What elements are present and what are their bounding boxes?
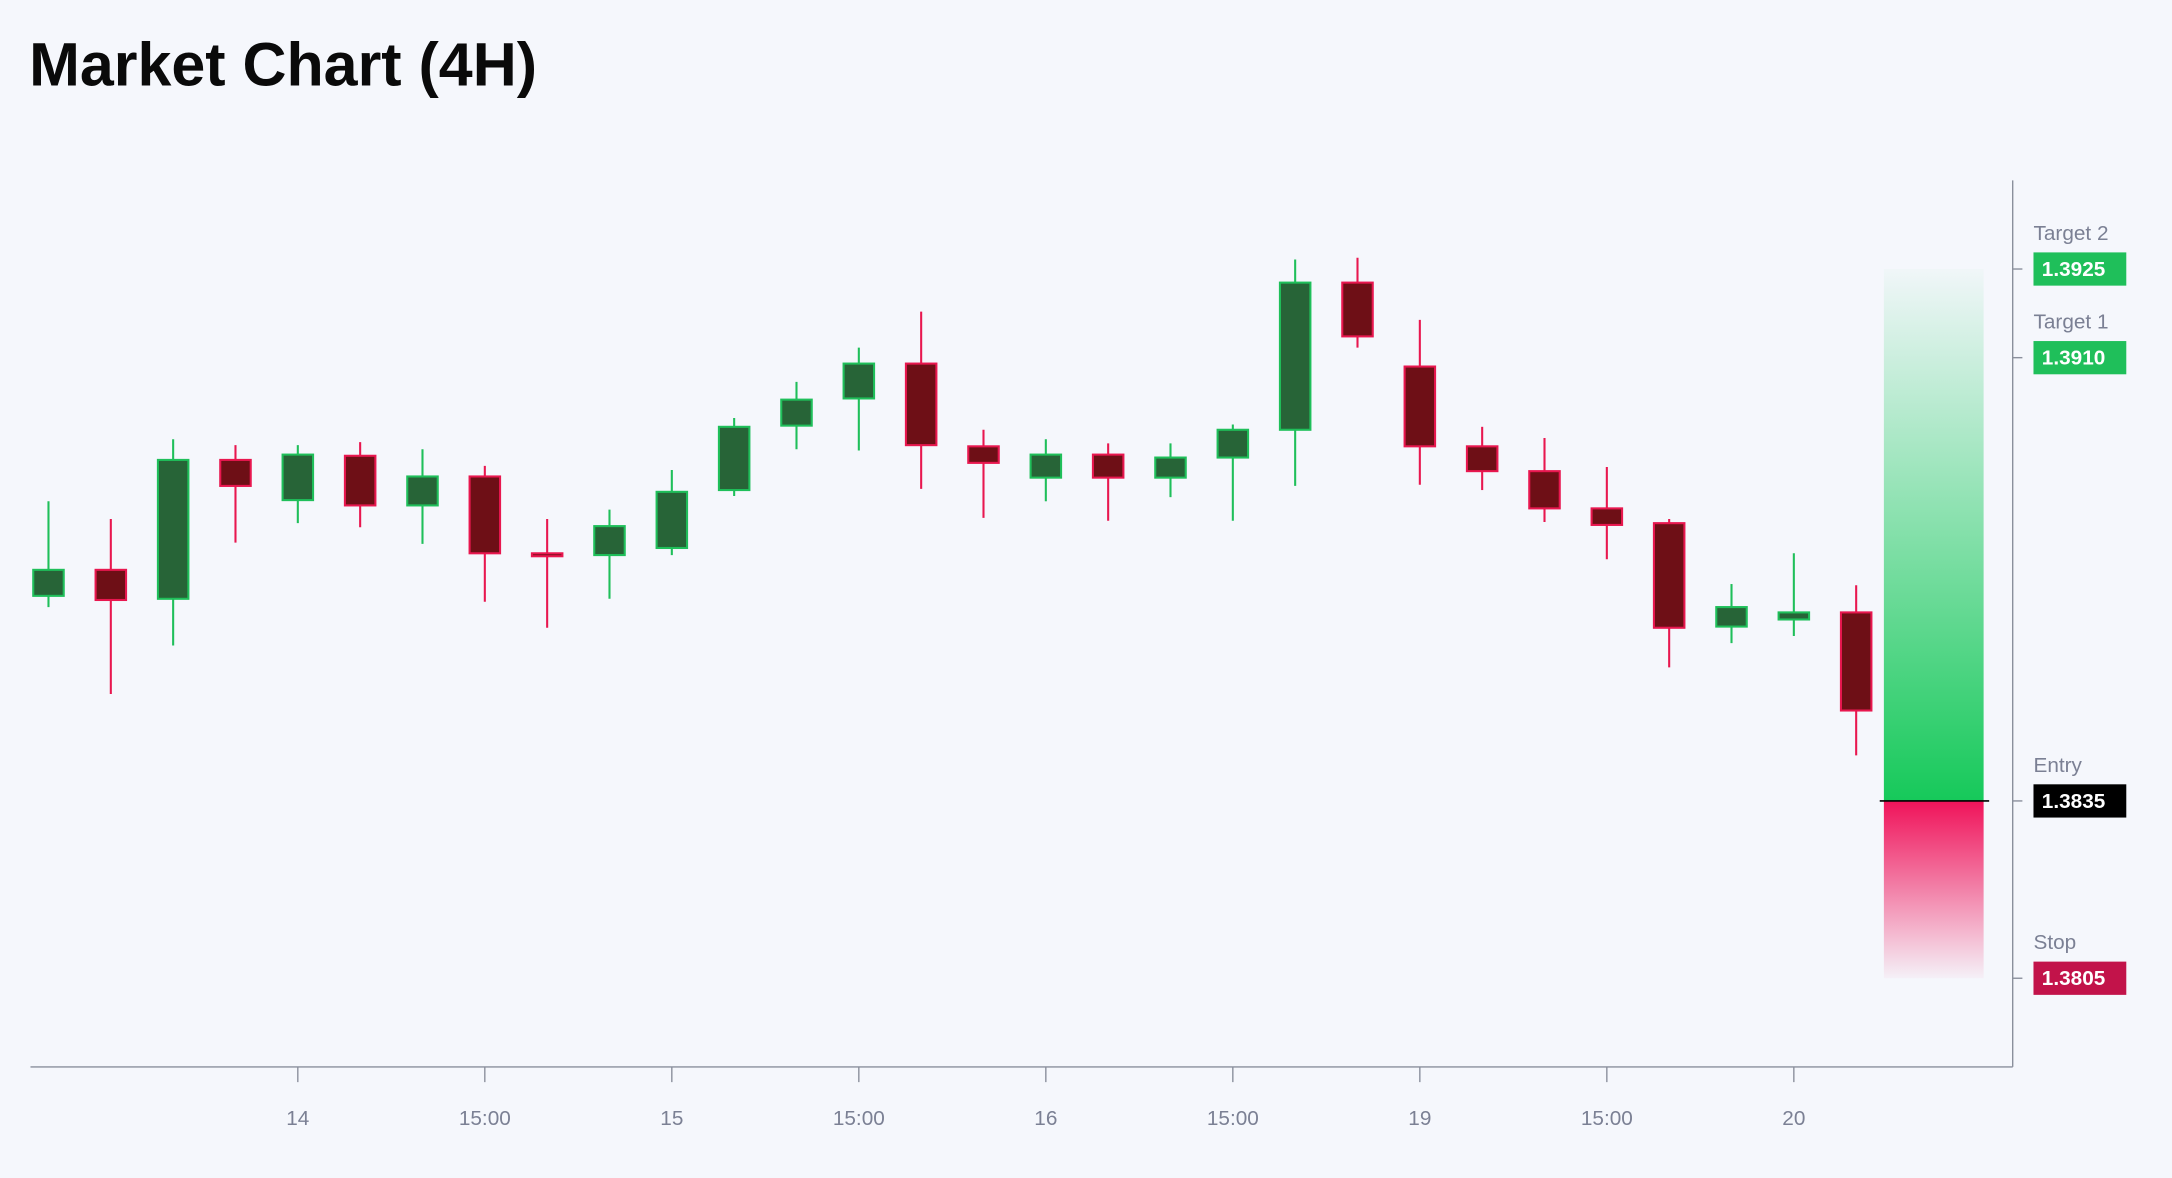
level-name: Entry — [2033, 754, 2082, 777]
level-value: 1.3910 — [2042, 347, 2106, 370]
candle-body — [1091, 453, 1125, 479]
candle-body — [530, 552, 564, 558]
x-tick-label: 15:00 — [833, 1107, 885, 1130]
candle-body — [717, 425, 751, 492]
chart-title: Market Chart (4H) — [29, 31, 537, 99]
candle-body — [655, 490, 689, 550]
level-name: Target 2 — [2033, 222, 2108, 245]
candle-body — [1278, 281, 1312, 431]
x-tick-label: 19 — [1408, 1107, 1431, 1130]
candle-body — [1029, 453, 1063, 479]
x-tick-label: 15:00 — [459, 1107, 511, 1130]
level-name: Stop — [2033, 931, 2076, 954]
candle-body — [1154, 456, 1187, 479]
level-badge — [2033, 341, 2127, 375]
candle-body — [1777, 611, 1811, 621]
candle-body — [1590, 507, 1624, 526]
candle-body — [904, 362, 938, 447]
candle-body — [1403, 365, 1437, 448]
x-tick-label: 15:00 — [1581, 1107, 1633, 1130]
x-tick-label: 15 — [660, 1107, 683, 1130]
risk-zone — [1883, 800, 1984, 979]
candle-body — [468, 475, 502, 555]
candle-body — [1341, 281, 1374, 338]
level-badge — [2033, 252, 2127, 286]
level-value: 1.3835 — [2042, 790, 2106, 813]
x-tick-label: 14 — [286, 1107, 309, 1130]
level-name: Target 1 — [2033, 311, 2108, 334]
x-tick-label: 15:00 — [1207, 1107, 1259, 1130]
candle-body — [156, 458, 190, 600]
candle-body — [219, 458, 252, 487]
candle-body — [32, 568, 65, 597]
candle-body — [281, 453, 315, 502]
candle-body — [1652, 522, 1686, 629]
level-value: 1.3925 — [2042, 258, 2106, 281]
candle-body — [1216, 428, 1250, 459]
level-badge — [2033, 961, 2127, 995]
candle-body — [967, 445, 1000, 464]
candle-body — [593, 525, 626, 557]
candle-body — [780, 398, 813, 427]
x-tick-label: 16 — [1034, 1107, 1057, 1130]
level-badge — [2033, 784, 2127, 818]
candle-body — [94, 568, 128, 602]
candle-body — [1465, 445, 1499, 473]
candle-body — [343, 454, 377, 507]
candle-body — [1528, 470, 1561, 510]
candle-body — [1839, 611, 1873, 712]
x-tick-label: 20 — [1782, 1107, 1805, 1130]
candle-body — [406, 475, 439, 507]
candle-body — [842, 362, 876, 400]
candle-body — [1715, 606, 1748, 628]
reward-zone — [1883, 269, 1984, 801]
level-value: 1.3805 — [2042, 967, 2106, 990]
